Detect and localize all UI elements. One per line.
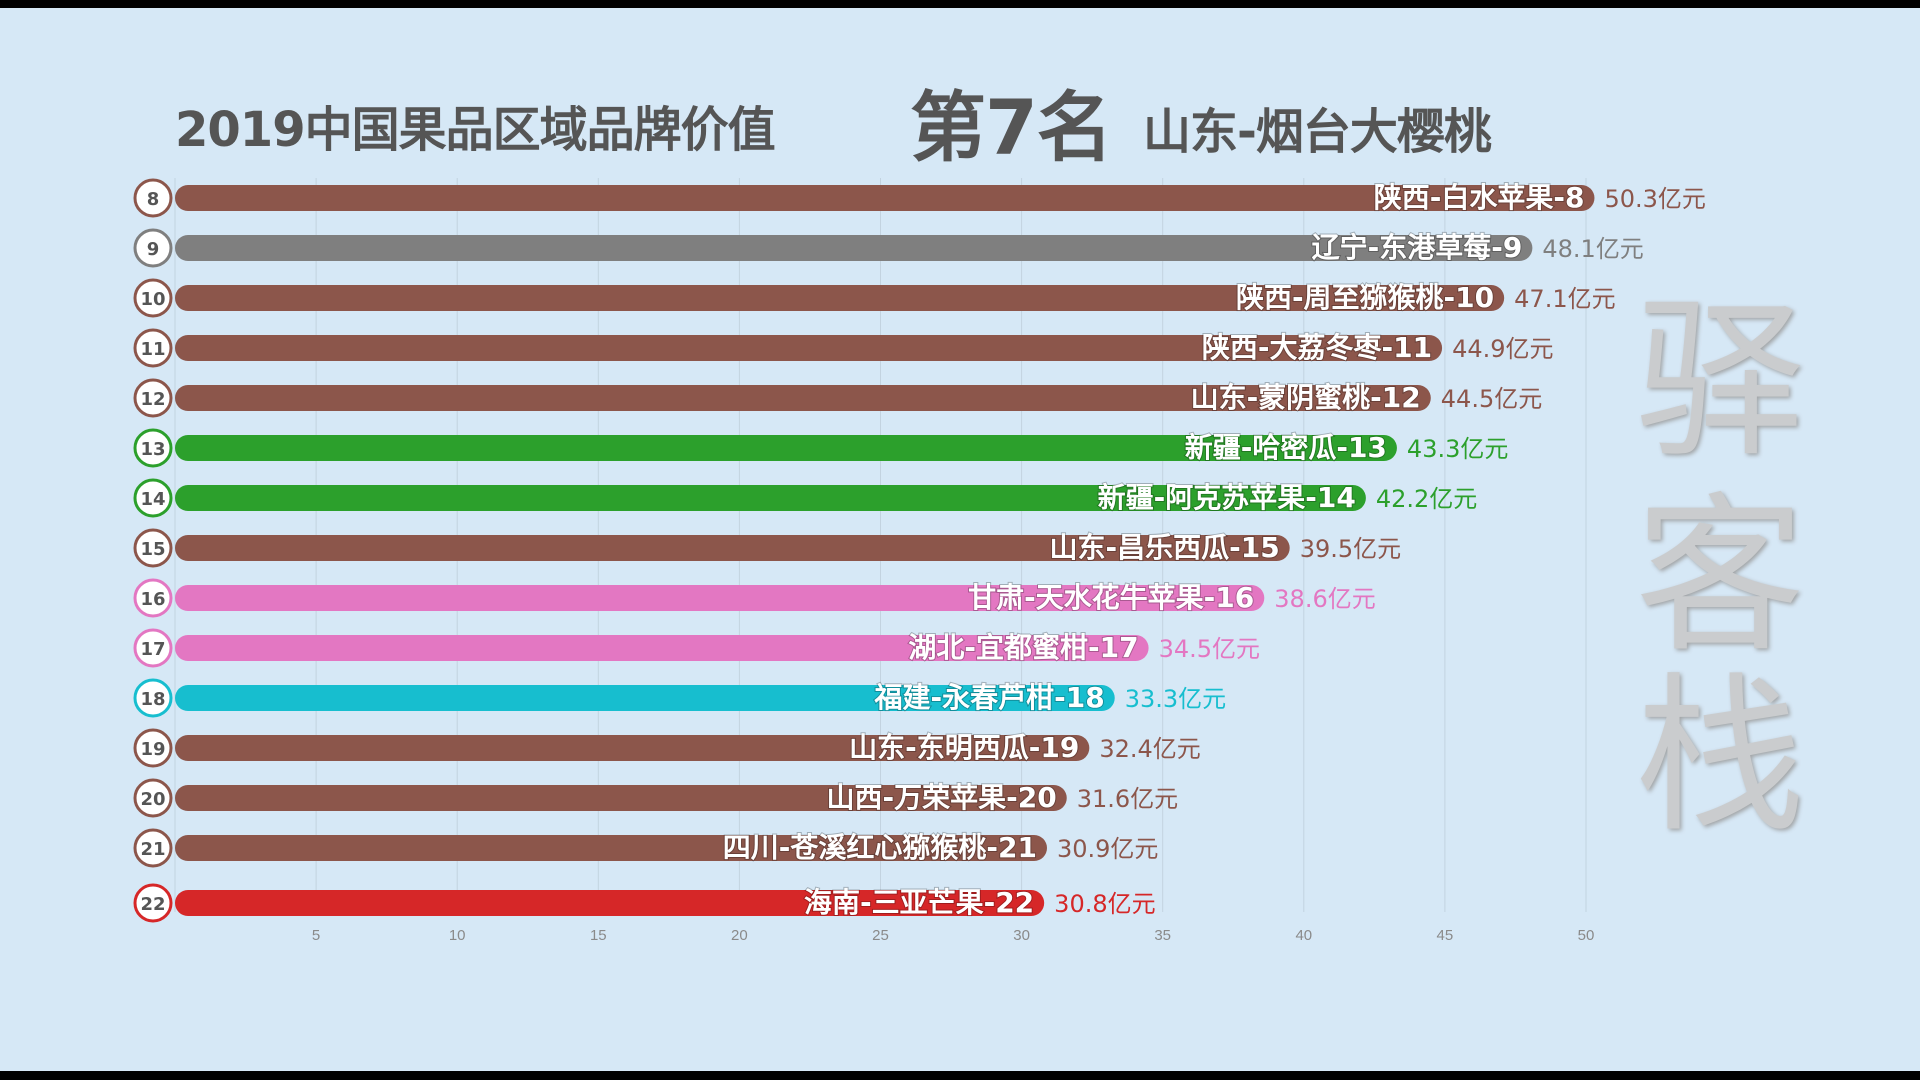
rank-number: 22 [140, 894, 165, 915]
bar-label: 辽宁-东港草莓-9 [1312, 231, 1523, 264]
rank-number: 21 [140, 839, 165, 860]
value-label: 34.5亿元 [1159, 635, 1260, 663]
rank-number: 9 [147, 239, 160, 260]
bar-label: 山东-蒙阴蜜桃-12 [1191, 381, 1421, 414]
x-tick-label: 5 [312, 927, 320, 944]
rank-badge [133, 178, 173, 218]
current-rank-item: 山东-烟台大樱桃 [1143, 104, 1492, 160]
rank-badge [133, 478, 173, 518]
x-tick-label: 40 [1295, 927, 1312, 944]
bar-label: 新疆-阿克苏苹果-14 [1098, 481, 1356, 514]
bar-label: 陕西-白水苹果-8 [1374, 181, 1585, 214]
rank-badge [133, 578, 173, 618]
bar [175, 735, 1090, 761]
bar-label: 陕西-大荔冬枣-11 [1202, 331, 1432, 364]
value-label: 44.5亿元 [1441, 385, 1542, 413]
rank-badge [133, 728, 173, 768]
value-label: 30.9亿元 [1057, 835, 1158, 863]
x-tick-label: 15 [590, 927, 607, 944]
value-label: 50.3亿元 [1604, 185, 1705, 213]
bar-chart: 5 10 15 20 25 30 35 40 45 50 8 陕西-白水苹果-8 50.3亿元 9 辽宁-东… [133, 178, 1706, 944]
value-label: 44.9亿元 [1452, 335, 1553, 363]
value-label: 38.6亿元 [1274, 585, 1375, 613]
rank-number: 12 [140, 389, 165, 410]
rank-number: 17 [140, 639, 165, 660]
bar [175, 535, 1290, 561]
x-tick-label: 20 [731, 927, 748, 944]
watermark-char: 客 [1634, 478, 1805, 676]
bar [175, 485, 1366, 511]
rank-number: 8 [147, 189, 160, 210]
x-tick-label: 35 [1154, 927, 1171, 944]
rank-number: 11 [140, 339, 165, 360]
bar-label: 陕西-周至猕猴桃-10 [1236, 281, 1494, 314]
rank-badge [133, 778, 173, 818]
rank-number: 20 [140, 789, 165, 810]
value-label: 47.1亿元 [1514, 285, 1615, 313]
watermark-char: 栈 [1634, 658, 1805, 856]
x-tick-label: 50 [1578, 927, 1595, 944]
bar-label: 山东-东明西瓜-19 [849, 731, 1079, 764]
bar [175, 185, 1595, 211]
rank-badge [133, 883, 173, 923]
value-label: 31.6亿元 [1077, 785, 1178, 813]
bar-label: 山东-昌乐西瓜-15 [1049, 531, 1279, 564]
chart-title: 2019中国果品区域品牌价值 [175, 102, 776, 158]
rank-badge [133, 678, 173, 718]
x-tick-label: 30 [1013, 927, 1030, 944]
bar-label: 甘肃-天水花牛苹果-16 [968, 581, 1254, 614]
bar [175, 385, 1431, 411]
current-rank-label: 第7名 [910, 83, 1113, 172]
value-label: 30.8亿元 [1054, 890, 1155, 918]
value-label: 32.4亿元 [1099, 735, 1200, 763]
rank-badge [133, 378, 173, 418]
bar [175, 635, 1149, 661]
bar-label: 福建-永春芦柑-18 [874, 681, 1105, 714]
rank-number: 13 [140, 439, 165, 460]
bar [175, 835, 1047, 861]
bar [175, 235, 1533, 261]
x-tick-label: 45 [1437, 927, 1454, 944]
rank-badge [133, 428, 173, 468]
value-label: 43.3亿元 [1407, 435, 1508, 463]
rank-number: 16 [140, 589, 165, 610]
rank-badge [133, 528, 173, 568]
rank-number: 14 [140, 489, 165, 510]
rank-number: 18 [140, 689, 165, 710]
rank-badge [133, 278, 173, 318]
bar-label: 新疆-哈密瓜-13 [1185, 431, 1387, 464]
value-label: 33.3亿元 [1125, 685, 1226, 713]
bar [175, 285, 1505, 311]
rank-badge [133, 628, 173, 668]
bar [175, 435, 1397, 461]
bar [175, 890, 1045, 916]
bar-label: 海南-三亚芒果-22 [804, 886, 1034, 919]
rank-number: 15 [140, 539, 165, 560]
value-label: 48.1亿元 [1542, 235, 1643, 263]
rank-badge [133, 328, 173, 368]
bar [175, 685, 1115, 711]
rank-badge [133, 228, 173, 268]
value-label: 39.5亿元 [1300, 535, 1401, 563]
bar-label: 四川-苍溪红心猕猴桃-21 [723, 831, 1037, 864]
rank-badge [133, 828, 173, 868]
bar-label: 湖北-宜都蜜柑-17 [908, 631, 1138, 664]
watermark-char: 驿 [1634, 283, 1805, 481]
bar [175, 785, 1067, 811]
bar [175, 335, 1443, 361]
rank-number: 10 [140, 289, 165, 310]
bar-label: 山西-万荣苹果-20 [827, 781, 1057, 814]
rank-number: 19 [140, 739, 165, 760]
bar [175, 585, 1265, 611]
x-tick-label: 10 [449, 927, 466, 944]
chart-stage: 2019中国果品区域品牌价值 第7名 山东-烟台大樱桃 驿 客 栈 5 10 15 2… [0, 8, 1920, 1071]
value-label: 42.2亿元 [1376, 485, 1477, 513]
x-tick-label: 25 [872, 927, 889, 944]
